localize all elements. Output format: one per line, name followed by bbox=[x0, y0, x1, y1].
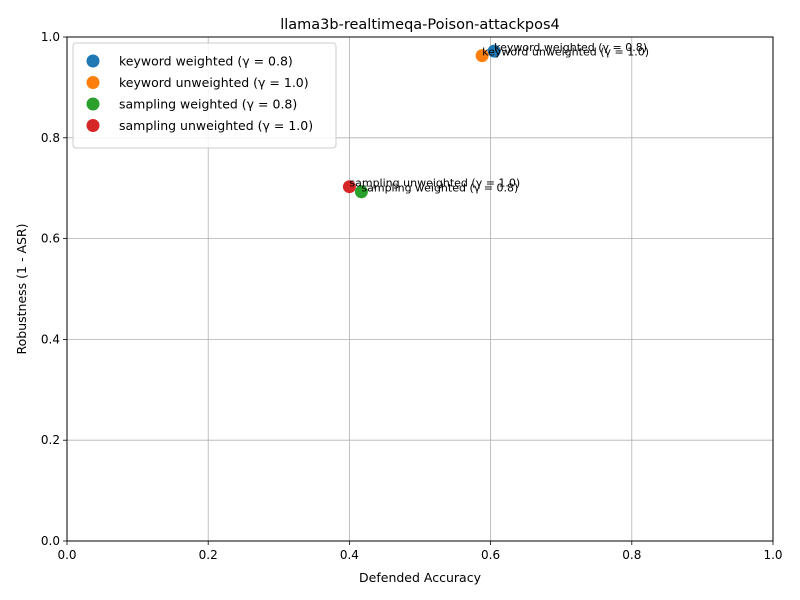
legend-marker bbox=[86, 119, 100, 132]
x-tick-label: 0.4 bbox=[340, 548, 359, 562]
y-tick-label: 1.0 bbox=[41, 30, 60, 44]
point-annotation: keyword weighted (γ = 0.8) bbox=[494, 41, 647, 54]
legend-label: sampling weighted (γ = 0.8) bbox=[119, 97, 297, 112]
legend-marker bbox=[86, 97, 100, 111]
y-tick-label: 0.0 bbox=[41, 534, 60, 548]
legend-label: keyword weighted (γ = 0.8) bbox=[119, 54, 293, 69]
y-tick-label: 0.8 bbox=[41, 131, 60, 145]
point-annotation: sampling unweighted (γ = 1.0) bbox=[349, 177, 520, 190]
legend-marker bbox=[86, 76, 100, 89]
data-points bbox=[342, 44, 501, 199]
scatter-point bbox=[342, 180, 356, 194]
legend-label: sampling unweighted (γ = 1.0) bbox=[119, 118, 313, 133]
x-tick-label: 0.8 bbox=[622, 548, 641, 562]
legend-frame bbox=[72, 42, 337, 149]
x-tick-label: 0.2 bbox=[199, 548, 218, 562]
point-annotation: sampling weighted (γ = 0.8) bbox=[361, 182, 518, 195]
y-tick-label: 0.6 bbox=[41, 232, 60, 246]
point-annotations: keyword weighted (γ = 0.8)keyword unweig… bbox=[349, 41, 649, 195]
x-tick-label: 0.0 bbox=[57, 548, 76, 562]
axis-ticks: 0.0 0.2 0.4 0.6 0.8 1.0 0.0 0.2 0.4 0.6 0.8 1.0 bbox=[41, 30, 783, 562]
plot-area-frame bbox=[66, 36, 774, 542]
point-annotation: keyword unweighted (γ = 1.0) bbox=[482, 46, 649, 59]
y-tick-label: 0.2 bbox=[41, 433, 60, 447]
legend-label: keyword unweighted (γ = 1.0) bbox=[119, 75, 309, 90]
x-tick-label: 1.0 bbox=[763, 548, 782, 562]
scatter-point bbox=[475, 49, 489, 63]
y-tick-label: 0.4 bbox=[41, 332, 60, 346]
scatter-point bbox=[354, 185, 368, 199]
legend-marker bbox=[86, 54, 100, 68]
scatter-point bbox=[487, 44, 501, 58]
x-tick-label: 0.6 bbox=[481, 548, 500, 562]
grid-lines bbox=[66, 36, 774, 542]
y-axis-label: Robustness (1 - ASR) bbox=[14, 224, 29, 355]
chart-title: llama3b-realtimeqa-Poison-attackpos4 bbox=[280, 17, 560, 33]
x-axis-label: Defended Accuracy bbox=[359, 570, 482, 585]
legend: keyword weighted (γ = 0.8) keyword unweig… bbox=[72, 42, 337, 149]
